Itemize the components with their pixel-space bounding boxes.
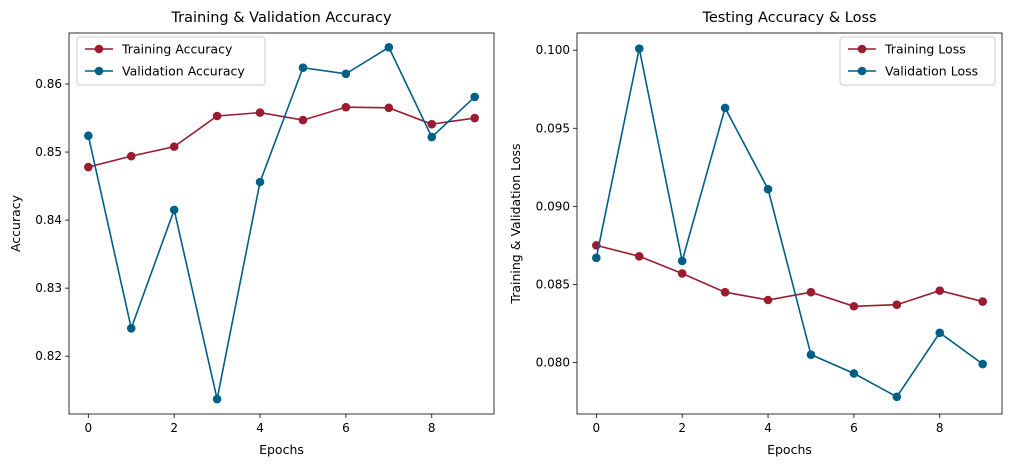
data-point — [763, 184, 773, 194]
plot-frame — [68, 32, 495, 415]
data-point — [84, 162, 93, 172]
x-axis-label: Epochs — [259, 442, 304, 457]
data-point — [892, 300, 902, 309]
x-tick-label: 4 — [256, 421, 264, 435]
data-point — [84, 131, 93, 141]
legend-box — [76, 36, 266, 86]
plot-frame — [576, 32, 1003, 415]
data-point — [849, 369, 859, 378]
data-point — [892, 392, 902, 402]
x-tick-label: 2 — [170, 421, 178, 435]
legend-marker — [94, 44, 104, 54]
series-line — [596, 244, 983, 308]
x-axis-label: Epochs — [767, 442, 812, 457]
x-tick-label: 6 — [850, 421, 858, 435]
chart-title: Training & Validation Accuracy — [170, 10, 392, 26]
legend-box — [839, 36, 996, 86]
data-point — [763, 295, 773, 305]
data-point — [634, 251, 644, 261]
y-tick-label: 0.085 — [536, 277, 570, 291]
y-tick-label: 0.095 — [536, 121, 570, 135]
data-point — [634, 44, 644, 53]
series-line — [595, 48, 984, 398]
data-point — [592, 253, 601, 263]
legend-marker — [94, 66, 104, 76]
data-point — [298, 63, 308, 72]
data-point — [677, 256, 687, 266]
data-point — [126, 323, 136, 333]
y-tick-label: 0.83 — [35, 281, 62, 295]
data-point — [384, 103, 394, 113]
x-tick-label: 8 — [936, 421, 944, 435]
data-point — [384, 42, 394, 52]
chart-1: Training & Validation Accuracy 0 2 4 6 8 0.82 0… — [8, 10, 495, 457]
x-tick-label: 8 — [428, 421, 436, 435]
legend: Training Loss Validation Loss — [839, 36, 996, 86]
x-tick-label: 6 — [342, 421, 350, 435]
x-tick-label: 4 — [764, 421, 772, 435]
legend-label: Training Loss — [884, 42, 966, 57]
chart-2: Testing Accuracy & Loss 0 2 4 6 8 0.080 0.085 0.… — [508, 10, 1003, 457]
data-point — [935, 286, 945, 295]
data-point — [935, 328, 945, 338]
legend-label: Validation Accuracy — [122, 64, 245, 79]
data-point — [255, 108, 265, 117]
legend: Training Accuracy Validation Accuracy — [76, 36, 266, 86]
y-tick-label: 0.100 — [536, 43, 570, 57]
legend-marker — [857, 66, 867, 76]
data-point — [126, 151, 136, 161]
data-point — [470, 113, 479, 123]
data-point — [169, 142, 179, 151]
data-point — [470, 92, 479, 102]
y-axis-label: Accuracy — [8, 194, 23, 252]
y-axis-label: Training & Validation Loss — [508, 143, 523, 304]
data-point — [427, 119, 437, 129]
x-tick-label: 0 — [592, 421, 600, 435]
data-point — [212, 394, 222, 404]
y-tick-label: 0.090 — [536, 199, 570, 213]
data-point — [978, 297, 987, 306]
legend-label: Validation Loss — [885, 64, 978, 79]
x-tick-label: 0 — [84, 421, 92, 435]
y-tick-label: 0.080 — [536, 355, 570, 369]
data-point — [849, 301, 859, 311]
data-point — [341, 69, 351, 79]
data-point — [677, 269, 687, 278]
y-tick-label: 0.85 — [35, 145, 62, 159]
data-point — [169, 205, 179, 215]
data-point — [298, 115, 308, 125]
data-point — [255, 177, 265, 187]
data-point — [212, 111, 222, 121]
y-tick-label: 0.82 — [35, 349, 62, 363]
x-tick-label: 2 — [678, 421, 686, 435]
chart-title: Testing Accuracy & Loss — [701, 10, 876, 26]
data-point — [720, 287, 730, 297]
data-point — [720, 103, 730, 113]
data-point — [427, 132, 437, 142]
data-point — [341, 102, 351, 112]
legend-marker — [857, 44, 867, 54]
legend-label: Training Accuracy — [121, 42, 233, 57]
data-point — [806, 350, 816, 359]
series-line — [88, 106, 475, 168]
y-tick-label: 0.84 — [35, 213, 62, 227]
data-point — [978, 359, 987, 369]
y-tick-label: 0.86 — [35, 77, 62, 91]
series-line — [87, 46, 476, 400]
data-point — [806, 287, 816, 297]
